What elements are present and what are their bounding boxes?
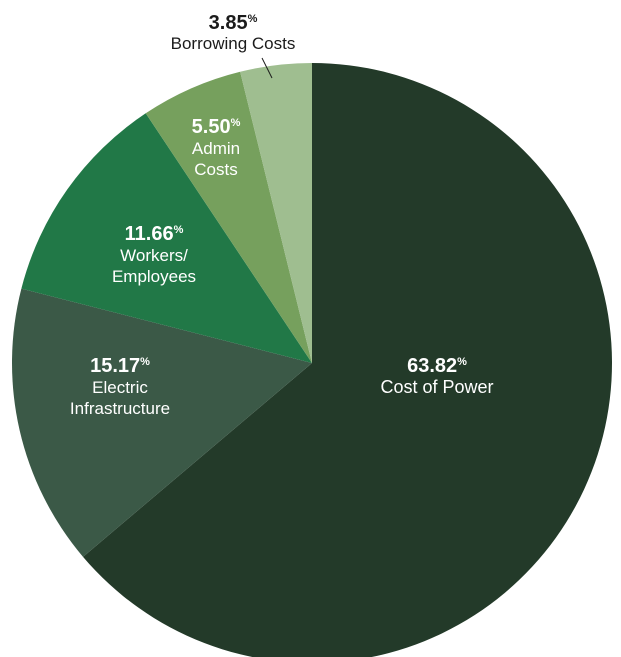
pie-label-2: 15.17%Electric Infrastructure xyxy=(70,355,170,418)
pie-labels: 63.82%Cost of Power 15.17%Electric Infrast… xyxy=(70,12,494,418)
slice-percent-5: 3.85% xyxy=(209,12,258,34)
slice-label-1-line-1: Cost of Power xyxy=(380,377,493,397)
slice-label-3-line-2: Employees xyxy=(112,267,196,286)
pie-label-3: 11.66%Workers/Employees xyxy=(112,223,196,286)
slice-percent-4: 5.50% xyxy=(192,116,241,138)
leader-line xyxy=(261,57,273,79)
pie-label-1: 63.82%Cost of Power xyxy=(380,355,493,397)
pie-slice-5 xyxy=(240,63,312,363)
slice-label-2-line-1: Electric xyxy=(92,378,148,397)
slice-label-2-line-2: Infrastructure xyxy=(70,399,170,418)
slice-percent-1: 63.82% xyxy=(407,355,467,377)
slice-percent-3: 11.66% xyxy=(125,223,184,245)
pie-slices xyxy=(11,63,612,657)
pie-slice-3 xyxy=(21,113,312,364)
slice-label-4-line-1: Admin xyxy=(192,139,240,158)
slice-label-5-line-1: Borrowing Costs xyxy=(171,34,296,53)
pie-label-4: 5.50%Admin Costs xyxy=(192,116,241,179)
slice-percent-2: 15.17% xyxy=(90,355,150,377)
slice-label-4-line-2: Costs xyxy=(194,160,237,179)
pie-slice-4 xyxy=(145,71,312,364)
slice-label-3-line-1: Workers/ xyxy=(120,246,188,265)
pie-slice-2 xyxy=(11,288,312,557)
pie-slice-1 xyxy=(83,63,612,657)
pie-label-5: 3.85%Borrowing Costs xyxy=(171,12,296,53)
